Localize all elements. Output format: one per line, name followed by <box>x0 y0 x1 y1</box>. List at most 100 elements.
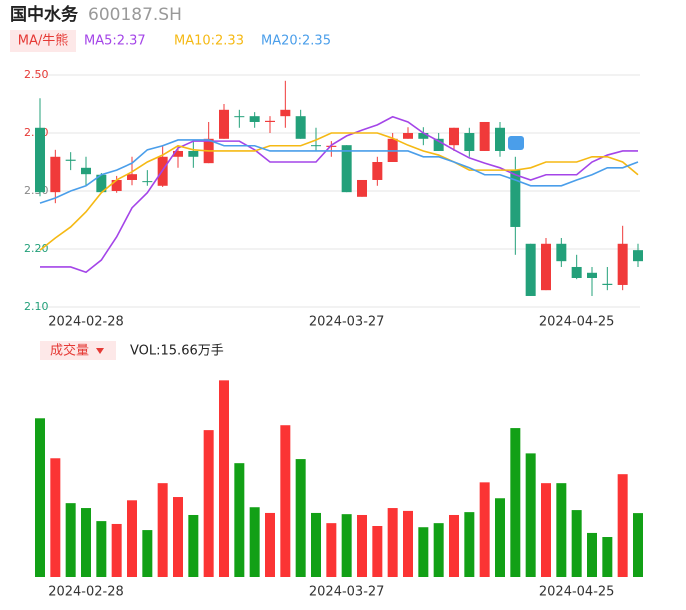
volume-bar <box>602 537 613 577</box>
volume-bar <box>50 458 61 577</box>
volume-bar <box>633 513 643 577</box>
volume-bar <box>418 527 429 577</box>
candle-body <box>265 120 275 122</box>
candle-body <box>188 150 199 157</box>
volume-bar <box>479 482 490 577</box>
candle-body <box>403 133 413 139</box>
candle-body <box>372 162 383 180</box>
candle-body <box>127 174 137 180</box>
candle-body <box>617 243 628 285</box>
candle-body <box>295 116 306 139</box>
signal-icon[interactable] <box>508 136 524 150</box>
volume-bar <box>357 514 367 577</box>
volume-bar <box>295 459 306 577</box>
volume-bar <box>617 474 628 577</box>
volume-bar <box>587 532 597 577</box>
candle-body <box>556 243 567 262</box>
volume-bar <box>464 512 475 577</box>
legend-ma10: MA10:2.33 <box>174 34 244 49</box>
candle-body <box>633 250 643 262</box>
volume-bar <box>341 514 352 577</box>
volume-bar <box>541 483 551 577</box>
volume-bar <box>510 428 521 577</box>
candle-body <box>571 266 582 278</box>
candle-body <box>96 174 107 193</box>
volume-bar <box>326 523 337 577</box>
volume-bar <box>96 521 107 577</box>
candle-body <box>35 127 45 193</box>
volume-bar <box>387 508 398 577</box>
volume-bar <box>157 483 168 577</box>
candle-body <box>111 179 122 191</box>
candle-body <box>142 181 153 183</box>
volume-bar <box>219 380 229 577</box>
candle-body <box>280 109 291 117</box>
candle-body <box>81 167 91 175</box>
candle-body <box>249 116 260 122</box>
volume-bar <box>372 526 383 577</box>
volume-bar <box>449 514 459 577</box>
candle-body <box>234 116 245 118</box>
volume-bar <box>249 507 260 577</box>
ma-line <box>39 139 639 204</box>
volume-button[interactable] <box>40 341 116 360</box>
candle-body <box>464 133 475 151</box>
ma-button-label[interactable]: MA/牛熊 <box>18 33 69 49</box>
volume-bar <box>142 530 153 577</box>
candle-body <box>495 127 505 151</box>
x-tick-label: 2024-04-25 <box>539 315 615 330</box>
candle-body <box>311 145 321 147</box>
volume-bar <box>173 497 183 577</box>
candle-body <box>65 159 76 161</box>
volume-label: VOL:15.66万手 <box>130 344 224 359</box>
y-tick-label: 2.50 <box>24 68 49 81</box>
volume-bar <box>111 523 122 577</box>
candle-body <box>341 145 352 193</box>
volume-bar <box>35 418 45 577</box>
candle-body <box>433 138 444 151</box>
stock-name: 国中水务 <box>10 4 79 25</box>
x-tick-label: 2024-03-27 <box>309 315 385 330</box>
volume-bar <box>65 503 76 577</box>
volume-bar <box>556 483 567 577</box>
candle-body <box>173 150 183 157</box>
volume-button-label[interactable]: 成交量 <box>50 343 89 359</box>
stock-code: 600187.SH <box>88 5 182 25</box>
volume-bar <box>188 514 199 577</box>
candle-body <box>449 127 459 146</box>
y-tick-label: 2.10 <box>24 300 49 313</box>
volume-bar <box>280 425 291 577</box>
candle-body <box>525 243 536 296</box>
volume-bar <box>433 523 444 577</box>
candle-body <box>357 179 367 197</box>
candle-body <box>219 109 229 139</box>
candle-body <box>418 133 429 139</box>
ma-line <box>39 132 639 251</box>
volume-bar <box>234 463 245 577</box>
volume-bar <box>265 512 275 577</box>
volume-bar <box>403 510 413 577</box>
candle-body <box>541 243 551 291</box>
legend-ma5: MA5:2.37 <box>84 34 146 49</box>
volume-bar <box>525 453 536 577</box>
ma-line <box>40 115 638 274</box>
legend-ma20: MA20:2.35 <box>261 34 331 49</box>
x-tick-label: 2024-02-28 <box>48 315 124 330</box>
x-tick-label: 2024-04-25 <box>539 585 615 600</box>
ma-button[interactable] <box>10 30 76 52</box>
candle-body <box>50 156 61 193</box>
x-tick-label: 2024-02-28 <box>48 585 124 600</box>
y-tick-label: 2.20 <box>24 242 49 255</box>
candle-body <box>587 272 597 278</box>
volume-bar <box>571 510 582 577</box>
volume-bar <box>81 508 91 577</box>
x-tick-label: 2024-03-27 <box>309 585 385 600</box>
volume-bar <box>495 498 505 577</box>
volume-bar <box>311 512 321 577</box>
candle-body <box>479 121 490 151</box>
candle-body <box>602 283 613 285</box>
candle-body <box>510 170 521 227</box>
dropdown-arrow[interactable] <box>96 348 104 354</box>
volume-bar <box>127 500 137 577</box>
